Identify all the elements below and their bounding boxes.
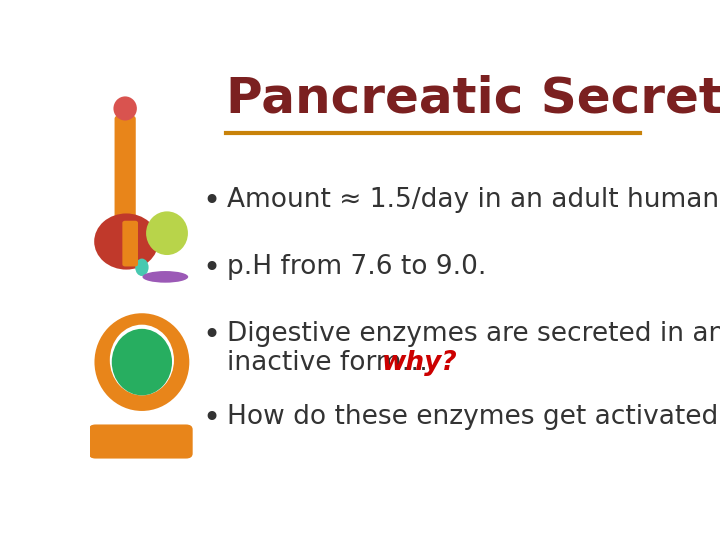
Text: How do these enzymes get activated?: How do these enzymes get activated? [227, 404, 720, 430]
Text: Amount ≈ 1.5/day in an adult human.: Amount ≈ 1.5/day in an adult human. [227, 187, 720, 213]
Text: •: • [202, 404, 221, 433]
Ellipse shape [112, 329, 172, 395]
Text: p.H from 7.6 to 9.0.: p.H from 7.6 to 9.0. [227, 254, 486, 280]
Text: •: • [202, 254, 221, 283]
Ellipse shape [135, 259, 148, 276]
Text: Pancreatic Secretion: Pancreatic Secretion [225, 75, 720, 123]
FancyBboxPatch shape [89, 424, 193, 458]
Ellipse shape [146, 211, 188, 255]
FancyBboxPatch shape [114, 116, 136, 234]
FancyBboxPatch shape [122, 221, 138, 266]
Ellipse shape [143, 271, 188, 282]
Ellipse shape [94, 213, 158, 269]
Text: •: • [202, 187, 221, 217]
Text: Digestive enzymes are secreted in an: Digestive enzymes are secreted in an [227, 321, 720, 347]
Text: •: • [202, 321, 221, 349]
Text: inactive form…: inactive form… [227, 350, 436, 376]
Ellipse shape [110, 325, 174, 395]
Ellipse shape [94, 313, 189, 411]
Text: why?: why? [382, 350, 457, 376]
Ellipse shape [114, 97, 137, 120]
